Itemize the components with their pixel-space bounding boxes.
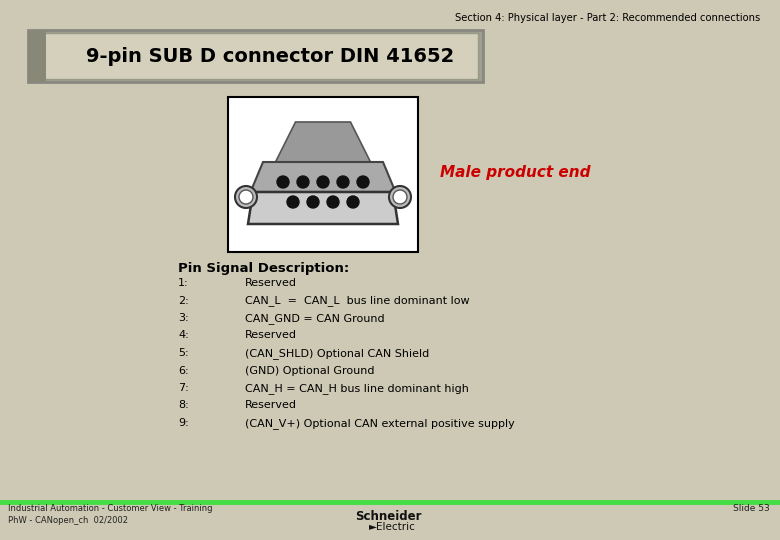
- Text: (CAN_V+) Optional CAN external positive supply: (CAN_V+) Optional CAN external positive …: [245, 418, 515, 429]
- Text: ►Electric: ►Electric: [369, 522, 416, 532]
- Text: (CAN_SHLD) Optional CAN Shield: (CAN_SHLD) Optional CAN Shield: [245, 348, 429, 359]
- Text: 8:: 8:: [178, 401, 189, 410]
- Text: Reserved: Reserved: [245, 401, 297, 410]
- Text: 3:: 3:: [178, 313, 189, 323]
- Circle shape: [337, 176, 349, 188]
- Text: Industrial Automation - Customer View - Training: Industrial Automation - Customer View - …: [8, 504, 212, 513]
- Text: CAN_GND = CAN Ground: CAN_GND = CAN Ground: [245, 313, 385, 324]
- Text: CAN_L  =  CAN_L  bus line dominant low: CAN_L = CAN_L bus line dominant low: [245, 295, 470, 306]
- Circle shape: [277, 176, 289, 188]
- Circle shape: [389, 186, 411, 208]
- Text: 9-pin SUB D connector DIN 41652: 9-pin SUB D connector DIN 41652: [86, 46, 454, 65]
- Text: 6:: 6:: [178, 366, 189, 375]
- Polygon shape: [250, 162, 395, 192]
- Circle shape: [287, 196, 299, 208]
- Text: 1:: 1:: [178, 278, 189, 288]
- Bar: [28, 30, 46, 82]
- Circle shape: [317, 176, 329, 188]
- Polygon shape: [248, 192, 398, 224]
- Text: 5:: 5:: [178, 348, 189, 358]
- Bar: [33, 33, 478, 79]
- Bar: [228, 97, 418, 252]
- Circle shape: [393, 190, 407, 204]
- Text: (GND) Optional Ground: (GND) Optional Ground: [245, 366, 374, 375]
- Text: Schneider: Schneider: [355, 510, 421, 523]
- Text: Slide 53: Slide 53: [733, 504, 770, 513]
- Circle shape: [357, 176, 369, 188]
- Text: Reserved: Reserved: [245, 278, 297, 288]
- Circle shape: [347, 196, 359, 208]
- Text: Reserved: Reserved: [245, 330, 297, 341]
- Circle shape: [239, 190, 253, 204]
- Text: Section 4: Physical layer - Part 2: Recommended connections: Section 4: Physical layer - Part 2: Reco…: [455, 13, 760, 23]
- Bar: [28, 30, 483, 82]
- Text: 4:: 4:: [178, 330, 189, 341]
- Text: Pin Signal Description:: Pin Signal Description:: [178, 262, 349, 275]
- Circle shape: [297, 176, 309, 188]
- Text: Male product end: Male product end: [440, 165, 590, 179]
- Text: CAN_H = CAN_H bus line dominant high: CAN_H = CAN_H bus line dominant high: [245, 383, 469, 394]
- Text: 7:: 7:: [178, 383, 189, 393]
- Text: 9:: 9:: [178, 418, 189, 428]
- Polygon shape: [275, 122, 370, 162]
- Circle shape: [327, 196, 339, 208]
- Circle shape: [307, 196, 319, 208]
- Text: PhW - CANopen_ch  02/2002: PhW - CANopen_ch 02/2002: [8, 516, 128, 525]
- Circle shape: [235, 186, 257, 208]
- Text: 2:: 2:: [178, 295, 189, 306]
